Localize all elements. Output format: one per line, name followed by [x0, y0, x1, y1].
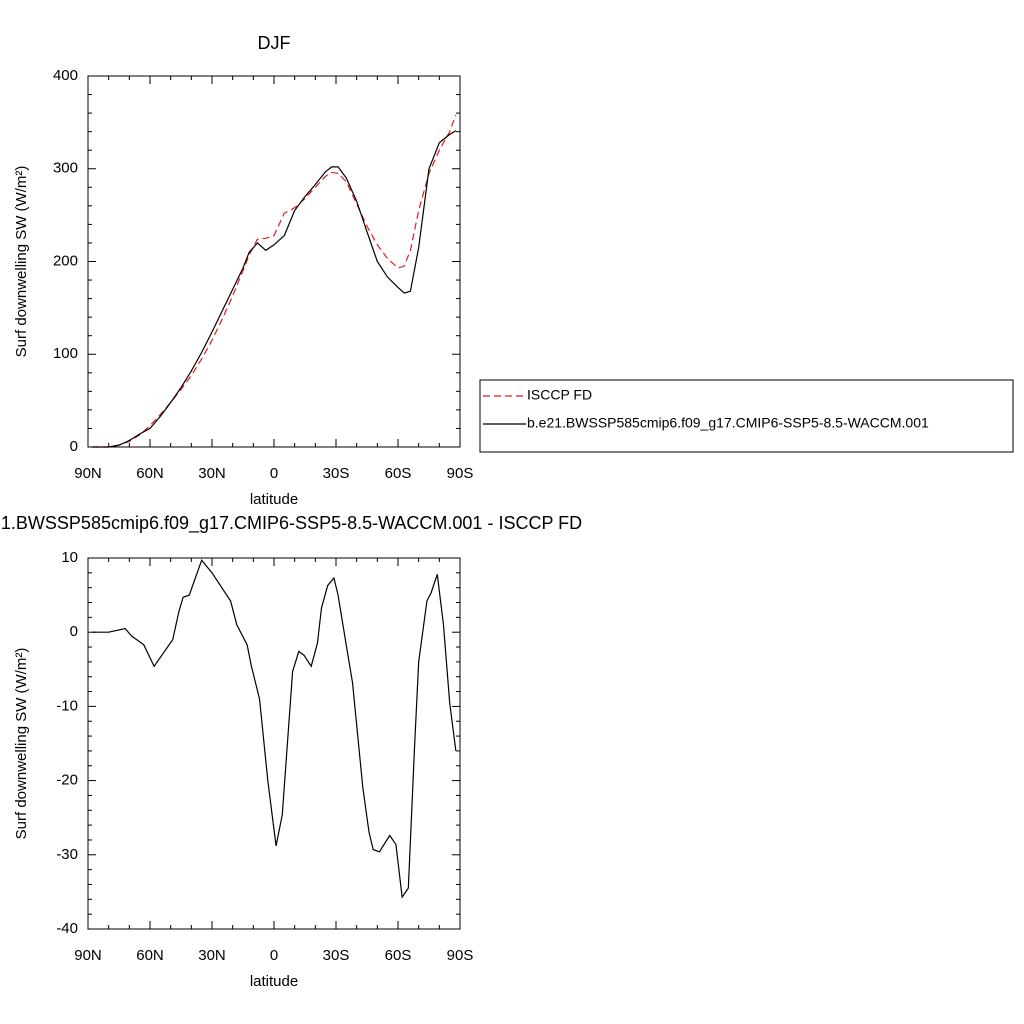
legend-box: [479, 379, 1014, 453]
y-tick-label: -30: [56, 846, 78, 863]
series-line: [92, 559, 457, 899]
y-axis-label: Surf downwelling SW (W/m²): [13, 166, 30, 358]
y-tick-label: -20: [56, 772, 78, 789]
x-axis-label: latitude: [250, 973, 298, 990]
y-tick-label: 300: [53, 160, 78, 177]
y-axis-label: Surf downwelling SW (W/m²): [13, 648, 30, 840]
x-tick-label: 0: [270, 947, 278, 964]
x-tick-label: 30S: [323, 465, 350, 482]
series-line: [92, 114, 457, 448]
x-tick-label: 30S: [323, 947, 350, 964]
x-axis-label: latitude: [250, 491, 298, 508]
plot-frame: [87, 75, 461, 448]
x-tick-label: 90N: [74, 947, 102, 964]
x-tick-label: 60S: [385, 947, 412, 964]
y-tick-label: 200: [53, 252, 78, 269]
y-tick-label: -10: [56, 697, 78, 714]
y-tick-label: 100: [53, 345, 78, 362]
x-tick-label: 90S: [447, 465, 474, 482]
y-tick-label: 10: [61, 549, 78, 566]
x-tick-label: 90N: [74, 465, 102, 482]
y-tick-label: 0: [70, 438, 78, 455]
chart-title: DJF: [258, 33, 291, 53]
x-tick-label: 60S: [385, 465, 412, 482]
x-tick-label: 90S: [447, 947, 474, 964]
legend-label: b.e21.BWSSP585cmip6.f09_g17.CMIP6-SSP5-8…: [527, 415, 929, 431]
y-tick-label: -40: [56, 920, 78, 937]
legend-label: ISCCP FD: [527, 387, 592, 403]
x-tick-label: 30N: [198, 947, 226, 964]
x-tick-label: 60N: [136, 947, 164, 964]
plot-frame: [87, 557, 461, 930]
y-tick-label: 0: [70, 623, 78, 640]
series-line: [92, 130, 457, 448]
x-tick-label: 60N: [136, 465, 164, 482]
x-tick-label: 0: [270, 465, 278, 482]
y-tick-label: 400: [53, 67, 78, 84]
chart-title: b.e21.BWSSP585cmip6.f09_g17.CMIP6-SSP5-8…: [0, 513, 582, 534]
x-tick-label: 30N: [198, 465, 226, 482]
